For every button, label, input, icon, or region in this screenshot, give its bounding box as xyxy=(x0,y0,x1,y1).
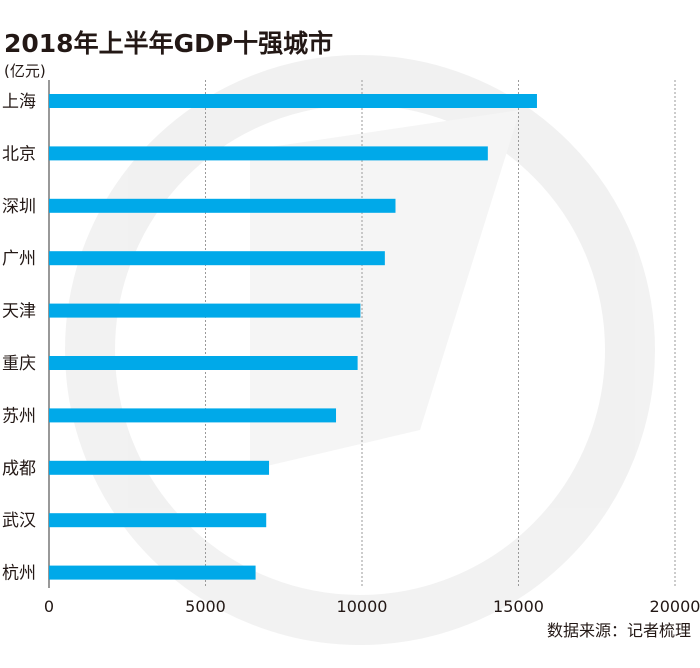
category-label: 杭州 xyxy=(2,564,36,584)
x-tick-label: 5000 xyxy=(185,597,226,616)
category-label: 上海 xyxy=(2,92,36,112)
category-label: 广州 xyxy=(2,249,36,269)
x-tick-label: 10000 xyxy=(337,597,388,616)
category-label: 深圳 xyxy=(2,197,36,217)
bar xyxy=(49,408,337,423)
bars xyxy=(49,94,537,580)
bar xyxy=(49,251,385,266)
bar xyxy=(49,513,267,528)
category-label: 重庆 xyxy=(2,354,36,374)
x-tick-label: 0 xyxy=(44,597,54,616)
watermark-logo xyxy=(65,55,655,645)
category-label: 成都 xyxy=(2,459,36,479)
grid xyxy=(48,80,676,588)
bar xyxy=(49,198,396,213)
bar xyxy=(49,460,270,475)
category-label: 天津 xyxy=(2,302,36,322)
bar xyxy=(49,356,358,370)
source-note: 数据来源：记者梳理 xyxy=(547,621,691,640)
category-label: 武汉 xyxy=(2,511,36,531)
category-label: 北京 xyxy=(2,144,36,164)
x-tick-label: 20000 xyxy=(650,597,700,616)
chart-title: 2018年上半年GDP十强城市 xyxy=(4,29,333,58)
bar xyxy=(49,303,361,318)
bar xyxy=(49,94,537,108)
x-tick-label: 15000 xyxy=(493,597,544,616)
bar xyxy=(49,146,488,161)
x-axis-ticks: 0 5000 10000 15000 20000 xyxy=(44,597,700,616)
unit-label: (亿元) xyxy=(4,62,46,80)
category-label: 苏州 xyxy=(2,406,36,426)
bar xyxy=(49,565,256,580)
